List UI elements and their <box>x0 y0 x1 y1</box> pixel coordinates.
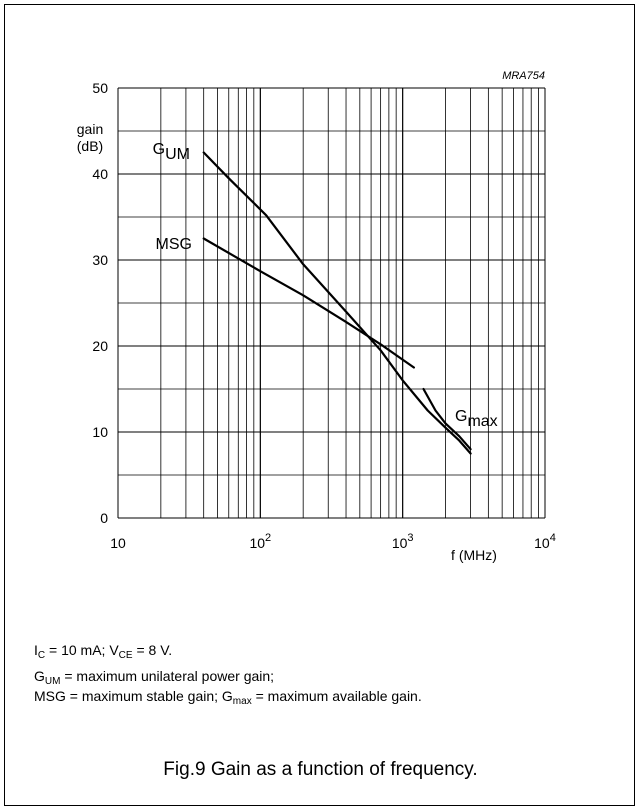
chart-grid <box>117 87 546 519</box>
figure-caption: Fig.9 Gain as a function of frequency. <box>163 759 478 780</box>
chart-labels: gain (dB) f (MHz) GUM MSG Gmax <box>77 121 498 563</box>
series-line-gum <box>202 151 472 455</box>
series-label-gmax: Gmax <box>455 408 498 430</box>
x-axis-label: f (MHz) <box>451 547 497 563</box>
x-tick-label: 104 <box>534 532 556 551</box>
figure-frame <box>4 4 635 806</box>
y-tick-label: 0 <box>100 510 108 526</box>
chart-notes: IC = 10 mA; VCE = 8 V. GUM = maximum uni… <box>34 640 422 707</box>
series-line-msg <box>202 237 415 369</box>
y-tick-label: 10 <box>92 424 108 440</box>
series-label-msg: MSG <box>156 236 192 253</box>
x-tick-label: 103 <box>392 532 414 551</box>
y-tick-label: 20 <box>92 338 108 354</box>
msg-gmax-definition: MSG = maximum stable gain; Gmax = maximu… <box>34 688 422 707</box>
figure-code: MRA754 <box>502 70 545 82</box>
x-tick-label: 10 <box>110 535 126 551</box>
chart-curves <box>202 151 472 455</box>
gum-definition: GUM = maximum unilateral power gain; <box>34 668 275 687</box>
x-tick-label: 102 <box>249 532 271 551</box>
y-tick-label: 50 <box>92 80 108 96</box>
y-tick-label: 40 <box>92 166 108 182</box>
series-line-gmax <box>422 387 472 451</box>
y-axis-label: gain (dB) <box>77 121 103 154</box>
y-tick-label: 30 <box>92 252 108 268</box>
conditions-note: IC = 10 mA; VCE = 8 V. <box>34 642 173 661</box>
series-label-gum: GUM <box>153 141 190 163</box>
